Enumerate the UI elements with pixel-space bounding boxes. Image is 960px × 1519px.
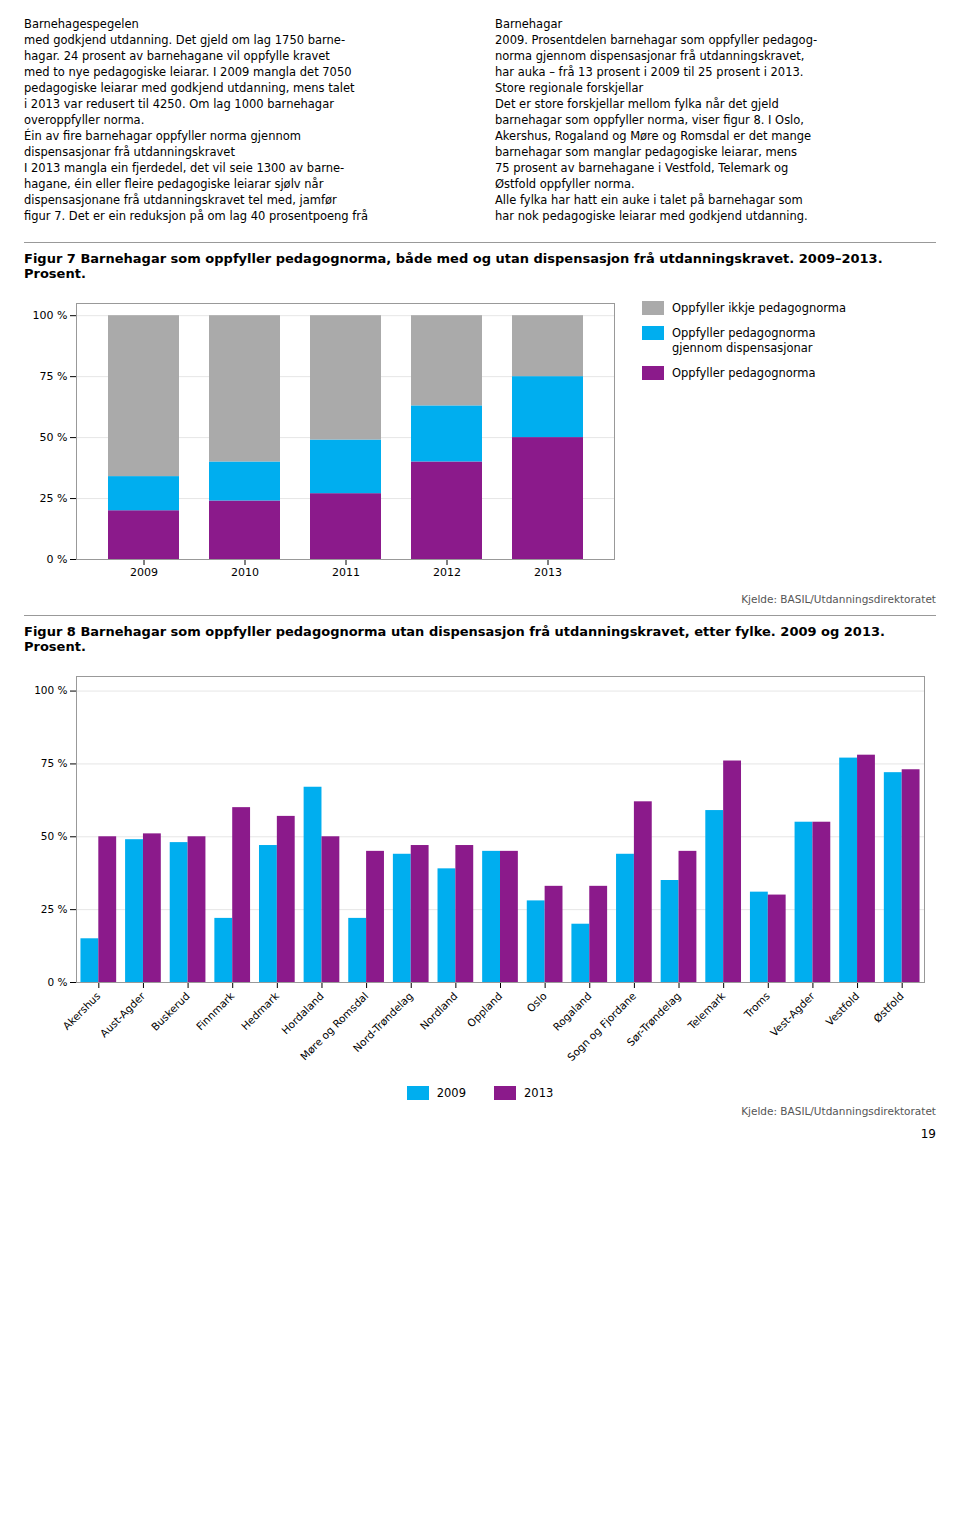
html-text:Figur 7 Barnehagar som oppfyll: Figur 7 Barnehagar som oppfyller pedagog… — [24, 251, 883, 281]
html-text:dispensasjonane frå utdannings: dispensasjonane frå utdanningskravet tel… — [24, 193, 337, 207]
svg-text:Østfold: Østfold — [871, 990, 906, 1025]
html-text:barnehagar som oppfyller norma: barnehagar som oppfyller norma, viser fi… — [495, 113, 804, 127]
html-text:overoppfyller norma.: overoppfyller norma. — [24, 113, 145, 127]
svg-text:Sogn og Fjordane: Sogn og Fjordane — [565, 990, 638, 1063]
svg-text:Akershus: Akershus — [60, 990, 102, 1032]
svg-text:Møre og Romsdal: Møre og Romsdal — [297, 989, 371, 1063]
html-text:Alle fylka har hatt ein auke i: Alle fylka har hatt ein auke i talet på … — [495, 193, 803, 207]
svg-text:25 %: 25 % — [40, 492, 68, 505]
html-text:Kjelde: BASIL/Utdanningsdirekt: Kjelde: BASIL/Utdanningsdirektoratet — [741, 593, 936, 605]
svg-text:2012: 2012 — [433, 566, 461, 579]
html-text:Éin av fire barnehagar oppfyll: Éin av fire barnehagar oppfyller norma g… — [24, 129, 301, 143]
svg-text:2013: 2013 — [534, 566, 562, 579]
svg-text:Vest-Agder: Vest-Agder — [768, 989, 817, 1038]
html-text:75 prosent av barnehagane i Ve: 75 prosent av barnehagane i Vestfold, Te… — [495, 161, 789, 175]
html-text:i 2013 var redusert til 4250.: i 2013 var redusert til 4250. Om lag 100… — [24, 97, 334, 111]
svg-text:2011: 2011 — [332, 566, 360, 579]
html-text:Oppfyller pedagognorma gjennom: Oppfyller pedagognorma gjennom dispensas… — [672, 326, 816, 355]
html-text:Oppfyller pedagognorma: Oppfyller pedagognorma — [672, 366, 816, 380]
html-text:19: 19 — [920, 1127, 936, 1141]
svg-text:50 %: 50 % — [40, 431, 68, 444]
html-text:Det er store forskjellar mello: Det er store forskjellar mellom fylka nå… — [495, 97, 779, 111]
html-text:norma gjennom dispensasjonar f: norma gjennom dispensasjonar frå utdanni… — [495, 49, 805, 63]
svg-text:Nordland: Nordland — [417, 990, 459, 1032]
html-text:med to nye pedagogiske leiarar: med to nye pedagogiske leiarar. I 2009 m… — [24, 65, 352, 79]
html-text:Kjelde: BASIL/Utdanningsdirekt: Kjelde: BASIL/Utdanningsdirektoratet — [741, 1105, 936, 1117]
svg-text:75 %: 75 % — [41, 757, 68, 769]
svg-text:Hordaland: Hordaland — [279, 990, 326, 1037]
html-text:Akershus, Rogaland og Møre og: Akershus, Rogaland og Møre og Romsdal er… — [495, 129, 812, 143]
svg-text:Telemark: Telemark — [685, 989, 728, 1032]
svg-text:75 %: 75 % — [40, 370, 68, 383]
svg-text:100 %: 100 % — [34, 684, 67, 696]
svg-text:Nord-Trøndelag: Nord-Trøndelag — [350, 990, 415, 1055]
svg-text:Oslo: Oslo — [524, 990, 549, 1015]
svg-text:2009: 2009 — [130, 566, 158, 579]
svg-text:Sør-Trøndelag: Sør-Trøndelag — [624, 990, 683, 1049]
svg-text:0 %: 0 % — [48, 976, 68, 988]
html-text:Figur 8 Barnehagar som oppfyll: Figur 8 Barnehagar som oppfyller pedagog… — [24, 624, 885, 654]
html-text:Oppfyller ikkje pedagognorma: Oppfyller ikkje pedagognorma — [672, 301, 847, 315]
html-text:har nok pedagogiske leiarar me: har nok pedagogiske leiarar med godkjend… — [495, 209, 808, 223]
svg-text:Oppland: Oppland — [464, 990, 504, 1030]
html-text:pedagogiske leiarar med godkje: pedagogiske leiarar med godkjend utdanni… — [24, 81, 355, 95]
svg-text:Buskerud: Buskerud — [149, 990, 192, 1033]
svg-text:0 %: 0 % — [47, 553, 68, 566]
svg-text:Rogaland: Rogaland — [550, 990, 593, 1033]
html-text:Store regionale forskjellar: Store regionale forskjellar — [495, 81, 644, 95]
svg-text:25 %: 25 % — [41, 903, 68, 915]
html-text:figur 7. Det er ein reduksjon: figur 7. Det er ein reduksjon på om lag … — [24, 209, 369, 223]
html-text:2009: 2009 — [436, 1086, 466, 1100]
html-text:hagar. 24 prosent av barnehaga: hagar. 24 prosent av barnehagane vil opp… — [24, 49, 330, 63]
html-text:2013: 2013 — [524, 1086, 554, 1100]
html-text:hagane, éin eller fleire pedag: hagane, éin eller fleire pedagogiske lei… — [24, 177, 324, 191]
svg-text:Vestfold: Vestfold — [823, 990, 861, 1028]
svg-text:2010: 2010 — [231, 566, 259, 579]
svg-text:Hedmark: Hedmark — [239, 989, 282, 1032]
svg-text:Finnmark: Finnmark — [194, 989, 237, 1032]
html-text:Barnehagespegelen: Barnehagespegelen — [24, 17, 139, 31]
html-text:med godkjend utdanning. Det gj: med godkjend utdanning. Det gjeld om lag… — [24, 33, 346, 47]
html-text:Barnehagar: Barnehagar — [495, 17, 563, 31]
html-text:Østfold oppfyller norma.: Østfold oppfyller norma. — [495, 177, 635, 191]
html-text:I 2013 mangla ein fjerdedel, d: I 2013 mangla ein fjerdedel, det vil sei… — [24, 161, 345, 175]
html-text:har auka – frå 13 prosent i 20: har auka – frå 13 prosent i 2009 til 25 … — [495, 65, 804, 79]
svg-text:100 %: 100 % — [33, 309, 68, 322]
svg-text:Troms: Troms — [741, 990, 772, 1021]
svg-text:Aust-Agder: Aust-Agder — [98, 989, 148, 1039]
svg-text:50 %: 50 % — [41, 830, 68, 842]
html-text:2009. Prosentdelen barnehagar: 2009. Prosentdelen barnehagar som oppfyl… — [495, 33, 818, 47]
html-text:dispensasjonar frå utdanningsk: dispensasjonar frå utdanningskravet — [24, 145, 235, 159]
html-text:barnehagar som manglar pedagog: barnehagar som manglar pedagogiske leiar… — [495, 145, 798, 159]
